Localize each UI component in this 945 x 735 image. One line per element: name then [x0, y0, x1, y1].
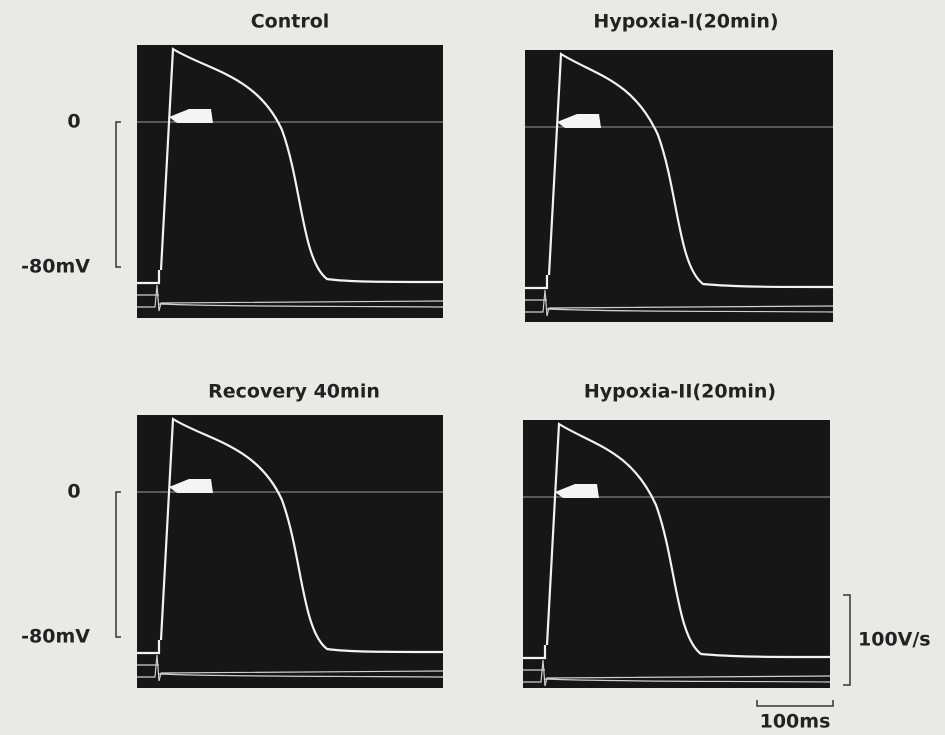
scale-bar-dvdt [843, 595, 850, 685]
scale-label: 100V/s [858, 629, 931, 651]
figure: Control 0 -80mV Hypoxia-I(20min) Recovery 40… [0, 0, 945, 735]
zero-label: 0 [67, 111, 80, 133]
voltage-bar [116, 492, 121, 637]
screen [137, 415, 443, 688]
screen [137, 45, 443, 318]
trace-panel [137, 415, 443, 688]
panel-title: Hypoxia-I(20min) [593, 11, 778, 33]
trace-panel [523, 420, 830, 688]
scale-bar-time [757, 700, 833, 706]
trace-panel [525, 50, 833, 322]
bottom-label: -80mV [21, 626, 90, 648]
screen [525, 50, 833, 322]
voltage-bar [116, 122, 121, 267]
screen [523, 420, 830, 688]
panel-title: Recovery 40min [208, 381, 380, 403]
scale-label: 100ms [760, 711, 831, 733]
bottom-label: -80mV [21, 256, 90, 278]
panel-title: Hypoxia-II(20min) [584, 381, 776, 403]
panel-title: Control [251, 11, 330, 33]
zero-label: 0 [67, 481, 80, 503]
trace-panel [137, 45, 443, 318]
